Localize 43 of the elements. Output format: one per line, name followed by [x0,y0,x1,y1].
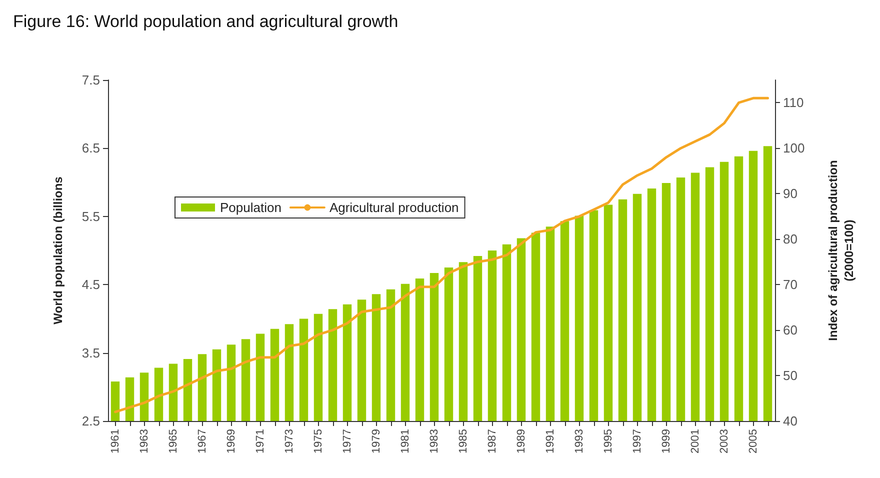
x-tick-label: 1987 [486,429,498,454]
y-tick-label: 3.5 [82,345,100,360]
x-tick-label: 1997 [631,429,644,454]
line-series [114,96,769,414]
x-tick-label: 1993 [573,429,586,454]
x-tick-label: 1977 [341,429,354,454]
y2-tick-label: 40 [783,414,798,428]
y-tick-label: 4.5 [82,277,100,292]
y-tick-label: 5.5 [82,208,100,224]
y2-axis-title: Index of agricultural production (2000=100) [826,160,856,341]
y-tick-label: 2.5 [82,414,100,428]
x-tick-label: 1983 [428,429,440,454]
x-tick-label: 2001 [689,429,702,454]
x-tick-label: 1969 [225,429,238,454]
x-tick-label: 1961 [109,429,122,454]
x-tick-label: 1981 [399,429,412,454]
x-tick-label: 1989 [515,429,528,454]
y2-tick-label: 100 [783,140,805,156]
y2-tick-label: 50 [783,368,798,384]
x-tick-label: 1991 [544,429,556,454]
x-tick-label: 1999 [660,429,672,454]
x-tick-label: 1971 [254,429,266,454]
y2-tick-label: 60 [783,322,798,338]
chart-title: Figure 16: World population and agricultural growth [13,12,398,31]
y-tick-label: 6.5 [82,140,100,156]
x-tick-label: 1965 [167,429,180,454]
y-tick-label: 7.5 [82,72,100,88]
y2-tick-label: 70 [783,277,798,292]
x-tick-label: 1963 [138,429,150,454]
y2-tick-label: 90 [783,186,798,202]
x-tick-label: 1975 [312,429,324,454]
y2-tick-label: 80 [783,232,798,247]
x-tick-label: 1973 [283,429,296,454]
legend-label: Agricultural production [329,200,459,215]
x-tick-label: 1979 [370,429,382,454]
x-tick-label: 1967 [196,429,208,454]
legend-label: Population [220,200,282,215]
x-tick-label: 1995 [602,429,614,454]
x-tick-label: 2005 [747,429,760,454]
y2-tick-label: 110 [783,95,804,110]
x-tick-label: 2003 [718,429,730,454]
x-tick-label: 1985 [457,429,470,454]
y-axis-title: World population (billions [51,176,65,324]
